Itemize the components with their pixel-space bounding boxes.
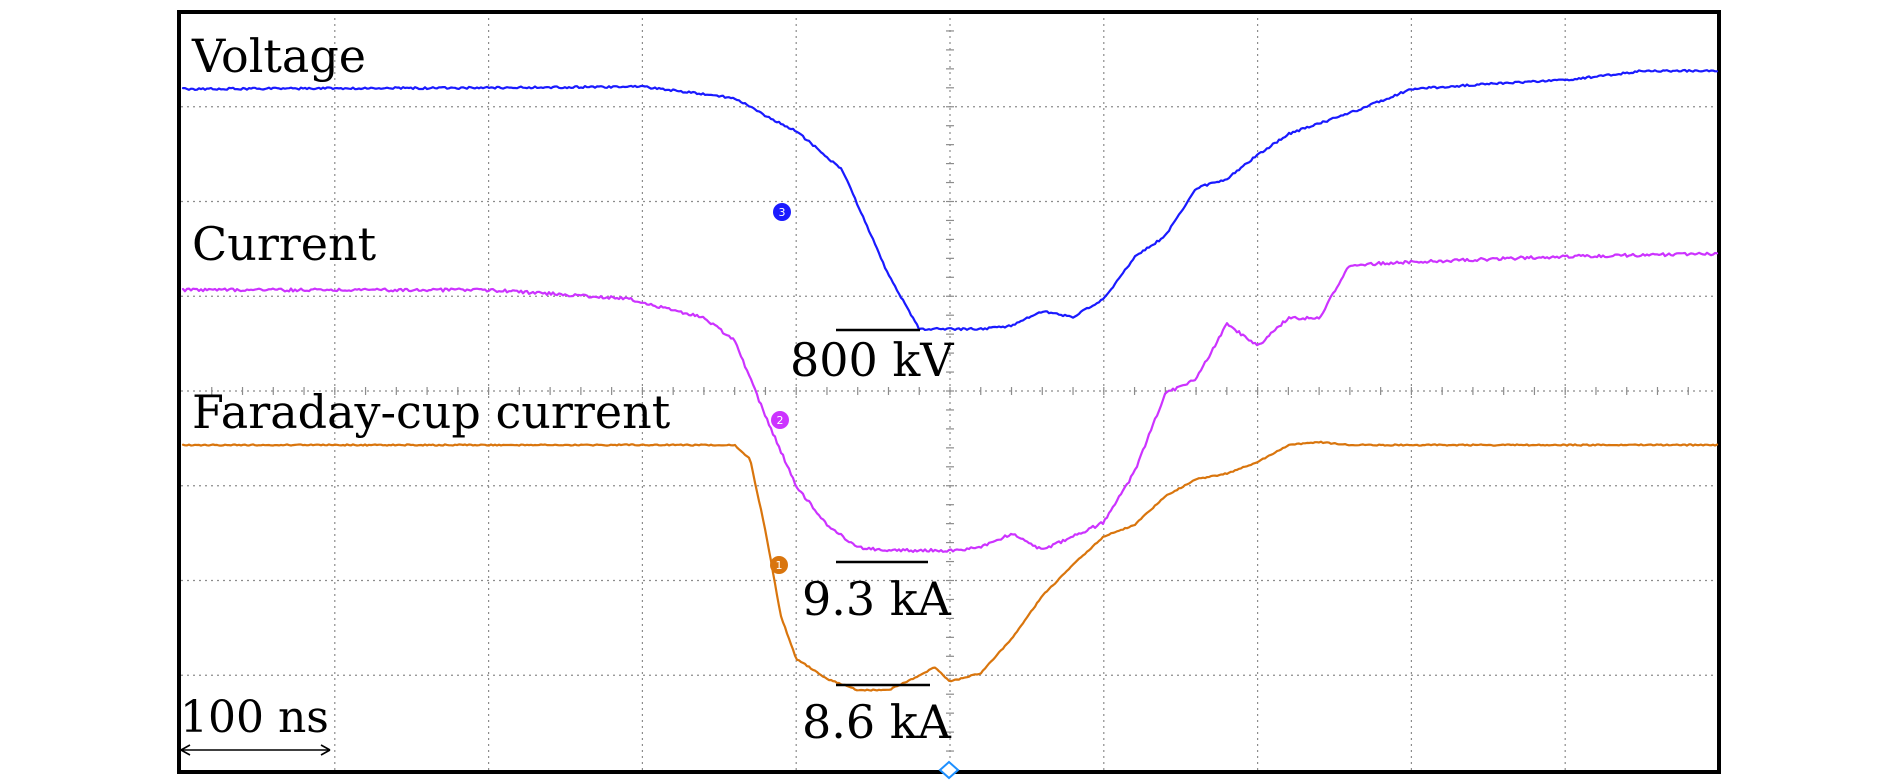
peak-label-faraday-cup-current: 8.6 kA xyxy=(802,695,952,749)
series-label-voltage: Voltage xyxy=(191,29,366,83)
trace-current xyxy=(181,251,1719,553)
channel-marker-2: 2 xyxy=(771,411,789,429)
channel-marker-number: 2 xyxy=(777,414,784,427)
channel-marker-dot xyxy=(773,203,791,221)
trace-voltage xyxy=(181,68,1719,332)
channel-marker-1: 1 xyxy=(770,556,788,574)
channel-marker-3: 3 xyxy=(773,203,791,221)
channel-marker-dot xyxy=(771,411,789,429)
peak-label-current: 9.3 kA xyxy=(802,572,952,626)
peak-label-voltage: 800 kV xyxy=(790,333,954,387)
trace-faraday-cup-current xyxy=(181,440,1719,692)
timebase-arrow xyxy=(180,744,331,756)
series-label-faraday-cup-current: Faraday-cup current xyxy=(192,385,671,439)
trigger-marker-icon xyxy=(938,760,960,780)
series-label-current: Current xyxy=(192,217,377,271)
channel-marker-dot xyxy=(770,556,788,574)
channel-marker-number: 3 xyxy=(779,206,786,219)
timebase-label: 100 ns xyxy=(180,692,329,743)
traces: 3 2 1 xyxy=(181,68,1719,692)
channel-marker-number: 1 xyxy=(776,559,783,572)
peak-level-lines xyxy=(836,328,930,687)
grid xyxy=(181,12,1719,770)
